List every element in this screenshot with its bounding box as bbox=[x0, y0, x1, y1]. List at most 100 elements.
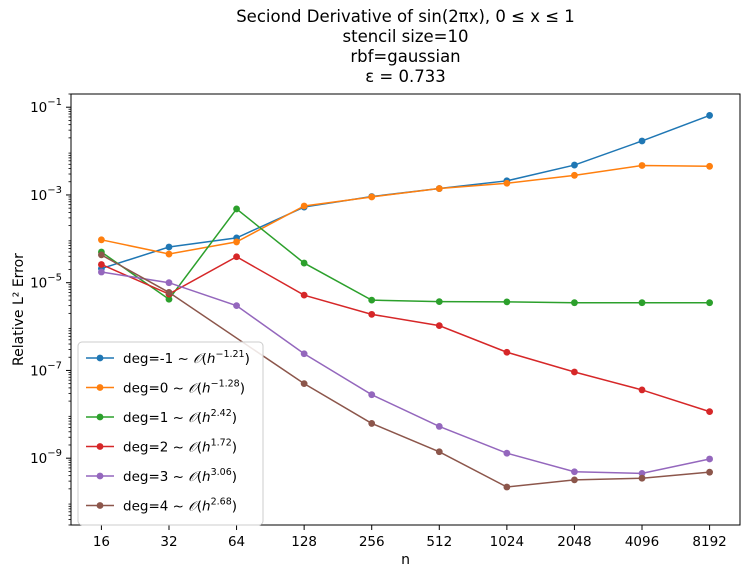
series-deg=3 bbox=[98, 268, 713, 477]
data-point bbox=[571, 161, 578, 169]
x-tick-label: 512 bbox=[426, 534, 452, 550]
data-point bbox=[233, 253, 240, 261]
data-point bbox=[98, 251, 105, 259]
data-point bbox=[571, 468, 578, 476]
data-point bbox=[165, 289, 173, 296]
data-point bbox=[98, 261, 105, 268]
legend-label: deg=0 ~ 𝒪(h−1.28) bbox=[123, 379, 245, 397]
y-axis: 10−9 10−7 10−5 10−3 10−1 bbox=[30, 93, 71, 526]
series-lines bbox=[98, 112, 713, 491]
legend-marker bbox=[96, 472, 104, 480]
data-point bbox=[638, 474, 646, 482]
data-point bbox=[503, 348, 511, 356]
data-point bbox=[368, 420, 376, 427]
x-axis: 16 32 64 128 256 512 1024 2048 4096 8192 bbox=[93, 525, 727, 550]
y-tick-label: 10−7 bbox=[30, 360, 62, 379]
data-point bbox=[503, 483, 511, 491]
data-point bbox=[233, 302, 240, 310]
legend-item: deg=1 ~ 𝒪(h2.42) bbox=[86, 408, 237, 426]
legend-item: deg=-1 ~ 𝒪(h−1.21) bbox=[86, 349, 250, 367]
data-point bbox=[300, 380, 308, 388]
data-point bbox=[435, 298, 443, 306]
legend-marker bbox=[96, 354, 104, 362]
data-point bbox=[435, 322, 443, 330]
x-tick-label: 2048 bbox=[557, 534, 591, 550]
data-point bbox=[98, 268, 105, 276]
data-point bbox=[98, 236, 105, 244]
title-line: stencil size=10 bbox=[343, 27, 469, 46]
data-point bbox=[165, 279, 173, 287]
legend-label: deg=4 ~ 𝒪(h2.68) bbox=[123, 497, 237, 515]
data-point bbox=[638, 299, 646, 307]
data-point bbox=[638, 137, 646, 145]
legend: deg=-1 ~ 𝒪(h−1.21) deg=0 ~ 𝒪(h−1.28) deg=1… bbox=[77, 341, 264, 526]
x-tick-label: 128 bbox=[291, 534, 317, 550]
data-point bbox=[435, 448, 443, 456]
data-point bbox=[435, 185, 443, 192]
y-tick-label: 10−1 bbox=[30, 97, 62, 116]
data-point bbox=[300, 202, 308, 210]
series-line bbox=[100, 207, 710, 304]
legend-item: deg=2 ~ 𝒪(h1.72) bbox=[86, 438, 237, 456]
legend-marker bbox=[96, 443, 104, 450]
x-tick-label: 32 bbox=[160, 534, 177, 550]
data-point bbox=[706, 455, 713, 463]
series-deg=-1 bbox=[98, 112, 713, 272]
data-point bbox=[503, 298, 511, 306]
x-tick-label: 1024 bbox=[490, 534, 524, 550]
legend-marker bbox=[96, 384, 104, 391]
chart-title: Seciond Derivative of sin(2πx), 0 ≤ x ≤ … bbox=[236, 7, 575, 86]
series-line bbox=[101, 164, 710, 255]
data-point bbox=[300, 350, 308, 358]
data-point bbox=[165, 250, 173, 258]
series-deg=4 bbox=[98, 251, 713, 491]
legend-marker bbox=[96, 413, 104, 421]
data-point bbox=[571, 299, 578, 307]
data-point bbox=[706, 408, 713, 416]
data-point bbox=[706, 468, 713, 476]
title-line: ε = 0.733 bbox=[365, 67, 445, 86]
series-line bbox=[101, 271, 710, 475]
plot-area bbox=[70, 93, 741, 526]
series-line bbox=[101, 255, 710, 413]
legend-marker bbox=[96, 502, 104, 509]
legend-label: deg=2 ~ 𝒪(h1.72) bbox=[123, 438, 237, 456]
y-tick-label: 10−9 bbox=[30, 448, 62, 467]
data-point bbox=[165, 295, 173, 303]
data-point bbox=[638, 470, 646, 477]
data-point bbox=[368, 296, 376, 304]
data-point bbox=[706, 162, 713, 170]
x-axis-label: n bbox=[401, 552, 410, 568]
data-point bbox=[368, 391, 376, 399]
legend-box bbox=[77, 341, 264, 526]
data-point bbox=[706, 299, 713, 307]
data-point bbox=[233, 238, 240, 246]
data-point bbox=[300, 259, 308, 267]
y-tick-label: 10−3 bbox=[30, 185, 62, 204]
legend-label: deg=1 ~ 𝒪(h2.42) bbox=[123, 408, 237, 426]
title-line: rbf=gaussian bbox=[350, 47, 460, 66]
data-point bbox=[503, 179, 511, 187]
data-point bbox=[638, 162, 646, 169]
data-point bbox=[300, 291, 308, 299]
data-point bbox=[435, 423, 443, 430]
data-point bbox=[638, 386, 646, 394]
x-tick-label: 8192 bbox=[692, 534, 726, 550]
series-line bbox=[101, 114, 710, 270]
x-tick-label: 4096 bbox=[625, 534, 659, 550]
title-line: Seciond Derivative of sin(2πx), 0 ≤ x ≤ … bbox=[236, 7, 575, 26]
x-tick-label: 64 bbox=[228, 534, 245, 550]
y-axis-label: Relative L² Error bbox=[11, 253, 27, 366]
series-deg=0 bbox=[98, 162, 713, 258]
x-tick-label: 256 bbox=[359, 534, 385, 550]
y-tick-label: 10−5 bbox=[30, 273, 62, 292]
series-deg=1 bbox=[98, 205, 713, 307]
data-point bbox=[368, 193, 376, 201]
legend-item: deg=0 ~ 𝒪(h−1.28) bbox=[86, 379, 245, 397]
data-point bbox=[503, 449, 511, 457]
data-point bbox=[706, 112, 713, 119]
data-point bbox=[571, 368, 578, 376]
data-point bbox=[571, 171, 578, 179]
legend-item: deg=3 ~ 𝒪(h3.06) bbox=[86, 467, 237, 485]
